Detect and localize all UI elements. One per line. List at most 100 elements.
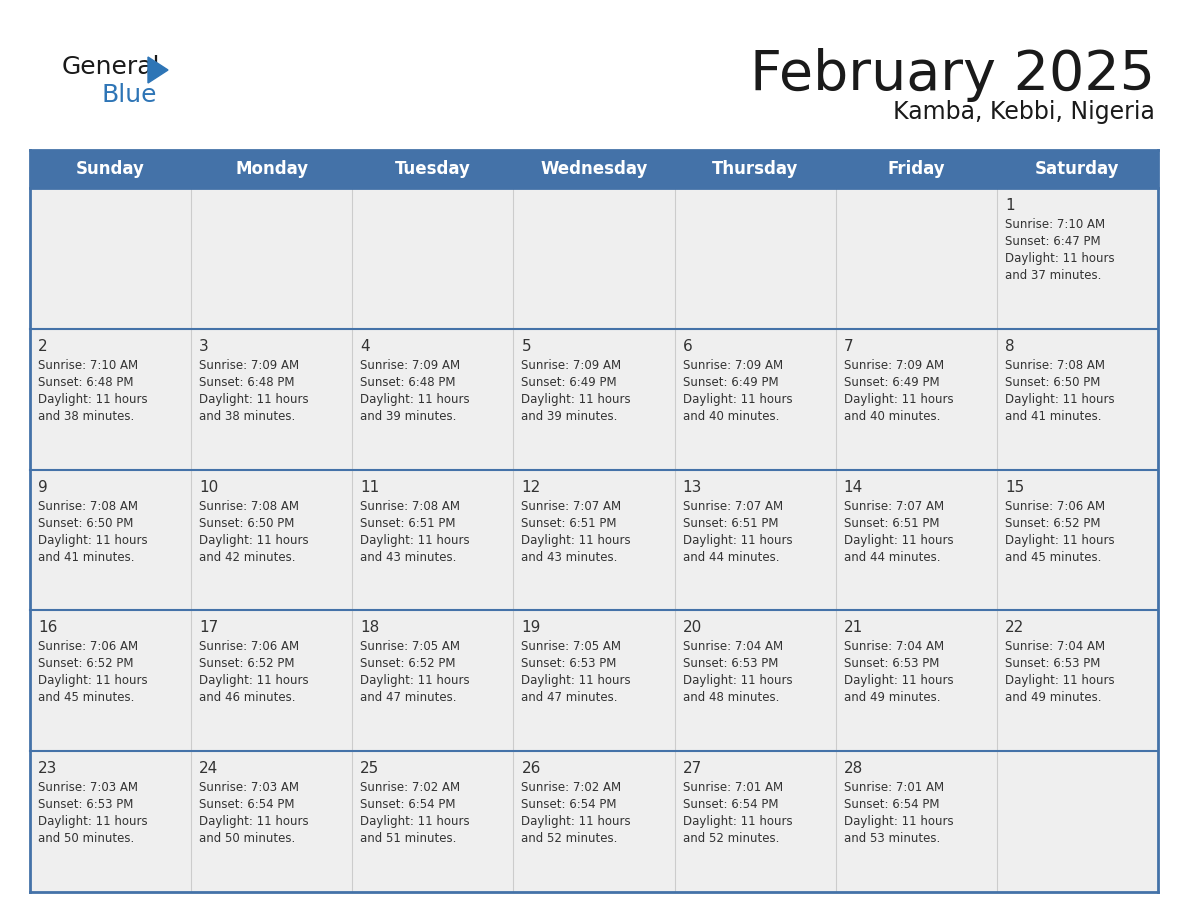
Text: and 49 minutes.: and 49 minutes. [1005, 691, 1101, 704]
Text: Sunset: 6:50 PM: Sunset: 6:50 PM [38, 517, 133, 530]
Text: Sunrise: 7:09 AM: Sunrise: 7:09 AM [843, 359, 943, 372]
Text: Sunset: 6:53 PM: Sunset: 6:53 PM [38, 798, 133, 812]
Text: and 39 minutes.: and 39 minutes. [522, 409, 618, 423]
Text: Kamba, Kebbi, Nigeria: Kamba, Kebbi, Nigeria [893, 100, 1155, 124]
Text: Daylight: 11 hours: Daylight: 11 hours [522, 675, 631, 688]
Text: Daylight: 11 hours: Daylight: 11 hours [360, 393, 470, 406]
Text: Monday: Monday [235, 160, 308, 178]
Bar [675, 610, 835, 751]
Text: Friday: Friday [887, 160, 946, 178]
Text: 5: 5 [522, 339, 531, 353]
Text: Sunset: 6:51 PM: Sunset: 6:51 PM [683, 517, 778, 530]
Text: Daylight: 11 hours: Daylight: 11 hours [522, 815, 631, 828]
Text: Sunrise: 7:02 AM: Sunrise: 7:02 AM [360, 781, 461, 794]
Text: Sunset: 6:51 PM: Sunset: 6:51 PM [360, 517, 456, 530]
Text: and 51 minutes.: and 51 minutes. [360, 833, 456, 845]
Text: Sunset: 6:53 PM: Sunset: 6:53 PM [683, 657, 778, 670]
Text: 2: 2 [38, 339, 48, 353]
Text: Sunset: 6:48 PM: Sunset: 6:48 PM [38, 375, 133, 389]
Text: Sunset: 6:48 PM: Sunset: 6:48 PM [200, 375, 295, 389]
Text: 10: 10 [200, 479, 219, 495]
Text: Tuesday: Tuesday [394, 160, 470, 178]
Text: and 50 minutes.: and 50 minutes. [38, 833, 134, 845]
Text: and 38 minutes.: and 38 minutes. [38, 409, 134, 423]
Text: Daylight: 11 hours: Daylight: 11 hours [1005, 393, 1114, 406]
Text: Sunrise: 7:07 AM: Sunrise: 7:07 AM [843, 499, 943, 512]
Text: and 47 minutes.: and 47 minutes. [522, 691, 618, 704]
Text: and 38 minutes.: and 38 minutes. [200, 409, 296, 423]
Text: Daylight: 11 hours: Daylight: 11 hours [1005, 252, 1114, 265]
Text: Sunset: 6:54 PM: Sunset: 6:54 PM [843, 798, 940, 812]
Text: Daylight: 11 hours: Daylight: 11 hours [683, 393, 792, 406]
Text: Sunrise: 7:09 AM: Sunrise: 7:09 AM [360, 359, 461, 372]
Text: Sunrise: 7:08 AM: Sunrise: 7:08 AM [200, 499, 299, 512]
Text: 12: 12 [522, 479, 541, 495]
Text: and 49 minutes.: and 49 minutes. [843, 691, 940, 704]
Text: Sunset: 6:49 PM: Sunset: 6:49 PM [522, 375, 617, 389]
Text: Sunday: Sunday [76, 160, 145, 178]
Text: Sunrise: 7:09 AM: Sunrise: 7:09 AM [200, 359, 299, 372]
Text: Sunset: 6:54 PM: Sunset: 6:54 PM [683, 798, 778, 812]
Bar [30, 751, 191, 892]
Text: Daylight: 11 hours: Daylight: 11 hours [360, 675, 470, 688]
Text: Sunrise: 7:01 AM: Sunrise: 7:01 AM [843, 781, 943, 794]
Text: Thursday: Thursday [712, 160, 798, 178]
Text: Sunrise: 7:05 AM: Sunrise: 7:05 AM [522, 641, 621, 654]
Text: and 42 minutes.: and 42 minutes. [200, 551, 296, 564]
Text: Daylight: 11 hours: Daylight: 11 hours [843, 393, 953, 406]
Bar [835, 610, 997, 751]
Bar [997, 470, 1158, 610]
Bar [835, 329, 997, 470]
Text: Daylight: 11 hours: Daylight: 11 hours [843, 533, 953, 546]
Text: Sunrise: 7:09 AM: Sunrise: 7:09 AM [522, 359, 621, 372]
Text: and 41 minutes.: and 41 minutes. [38, 551, 134, 564]
Bar [675, 188, 835, 329]
Text: 23: 23 [38, 761, 57, 777]
Text: and 52 minutes.: and 52 minutes. [683, 833, 779, 845]
Text: Sunrise: 7:07 AM: Sunrise: 7:07 AM [683, 499, 783, 512]
Text: 11: 11 [360, 479, 379, 495]
Text: Sunset: 6:51 PM: Sunset: 6:51 PM [522, 517, 617, 530]
Text: Sunset: 6:50 PM: Sunset: 6:50 PM [200, 517, 295, 530]
Text: Sunset: 6:52 PM: Sunset: 6:52 PM [38, 657, 133, 670]
Text: 24: 24 [200, 761, 219, 777]
Bar [353, 188, 513, 329]
Bar [675, 470, 835, 610]
Text: Sunset: 6:49 PM: Sunset: 6:49 PM [843, 375, 940, 389]
Text: 22: 22 [1005, 621, 1024, 635]
Text: Daylight: 11 hours: Daylight: 11 hours [360, 815, 470, 828]
Bar [191, 751, 353, 892]
Bar [353, 470, 513, 610]
Text: and 40 minutes.: and 40 minutes. [843, 409, 940, 423]
Text: Sunset: 6:51 PM: Sunset: 6:51 PM [843, 517, 940, 530]
Text: 28: 28 [843, 761, 862, 777]
Text: 6: 6 [683, 339, 693, 353]
Bar [997, 610, 1158, 751]
Bar [997, 329, 1158, 470]
Text: and 41 minutes.: and 41 minutes. [1005, 409, 1101, 423]
Text: Daylight: 11 hours: Daylight: 11 hours [200, 533, 309, 546]
Text: Daylight: 11 hours: Daylight: 11 hours [360, 533, 470, 546]
Text: 1: 1 [1005, 198, 1015, 213]
Bar [191, 610, 353, 751]
Text: Daylight: 11 hours: Daylight: 11 hours [38, 533, 147, 546]
Bar [191, 188, 353, 329]
Bar [997, 188, 1158, 329]
Text: Daylight: 11 hours: Daylight: 11 hours [1005, 533, 1114, 546]
Text: 14: 14 [843, 479, 862, 495]
Bar [30, 188, 191, 329]
Text: Sunrise: 7:08 AM: Sunrise: 7:08 AM [38, 499, 138, 512]
Text: Sunrise: 7:03 AM: Sunrise: 7:03 AM [200, 781, 299, 794]
Text: 17: 17 [200, 621, 219, 635]
Text: and 46 minutes.: and 46 minutes. [200, 691, 296, 704]
Text: Sunset: 6:53 PM: Sunset: 6:53 PM [843, 657, 939, 670]
Text: Daylight: 11 hours: Daylight: 11 hours [522, 393, 631, 406]
Text: Sunrise: 7:09 AM: Sunrise: 7:09 AM [683, 359, 783, 372]
Text: Sunrise: 7:06 AM: Sunrise: 7:06 AM [1005, 499, 1105, 512]
Text: Sunrise: 7:04 AM: Sunrise: 7:04 AM [683, 641, 783, 654]
Bar [353, 751, 513, 892]
Text: Daylight: 11 hours: Daylight: 11 hours [683, 675, 792, 688]
Text: Daylight: 11 hours: Daylight: 11 hours [38, 675, 147, 688]
Text: and 48 minutes.: and 48 minutes. [683, 691, 779, 704]
Text: and 39 minutes.: and 39 minutes. [360, 409, 456, 423]
